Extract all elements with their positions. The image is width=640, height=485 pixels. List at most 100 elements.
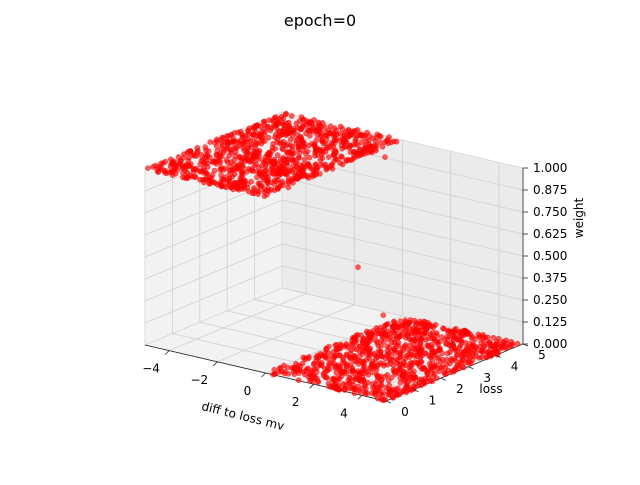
data-point (301, 156, 308, 163)
data-point (213, 143, 220, 150)
y-tick-mark (468, 366, 474, 370)
data-point (283, 111, 289, 117)
data-point (223, 184, 229, 191)
data-point (358, 139, 365, 145)
data-point (382, 154, 388, 160)
data-point (285, 370, 292, 377)
z-tick-label: 0.750 (533, 205, 567, 219)
data-point (339, 145, 345, 152)
data-point (226, 152, 232, 159)
data-point (429, 378, 436, 385)
data-point (403, 389, 410, 396)
y-tick-mark (385, 400, 392, 404)
data-point (339, 154, 345, 160)
data-point (312, 152, 318, 159)
z-tick-label: 0.500 (533, 249, 567, 263)
grid-line-z (144, 177, 524, 236)
data-point (249, 190, 256, 197)
data-point (378, 343, 384, 349)
data-point (354, 142, 361, 149)
data-point (392, 371, 399, 377)
data-point (218, 183, 225, 190)
data-point (295, 377, 302, 384)
y-tick-label: 5 (538, 348, 546, 362)
data-point (265, 134, 272, 141)
y-axis-label: loss (479, 382, 502, 396)
data-point (207, 139, 213, 145)
x-tick-mark (164, 350, 170, 355)
x-tick-label: 2 (292, 395, 300, 409)
data-point (380, 339, 387, 345)
grid-line-z (144, 287, 524, 346)
data-point (145, 165, 151, 171)
data-point (377, 139, 384, 146)
data-point (397, 379, 404, 386)
data-point (315, 379, 322, 385)
data-point (514, 340, 521, 347)
z-tick-label: 0.250 (533, 293, 567, 307)
x-tick-label: −4 (142, 362, 160, 376)
data-point (436, 368, 443, 375)
data-point (255, 191, 261, 197)
data-point (225, 133, 232, 139)
data-point (191, 153, 198, 159)
data-point (247, 159, 253, 165)
data-point (483, 354, 490, 361)
data-point (433, 375, 440, 381)
data-point (197, 176, 203, 183)
data-point (266, 117, 273, 124)
data-point (284, 364, 291, 371)
data-point (324, 355, 331, 362)
data-point (310, 378, 317, 385)
z-tick-label: 0.625 (533, 227, 567, 241)
data-point (343, 370, 350, 377)
y-tick-mark (495, 355, 501, 358)
data-point (270, 371, 276, 378)
data-point (296, 154, 302, 161)
data-point (341, 387, 348, 393)
data-point (213, 160, 219, 167)
data-point (264, 180, 271, 186)
data-point (274, 152, 281, 158)
z-tick-label: 0.375 (533, 271, 567, 285)
z-tick-label: 0.875 (533, 183, 567, 197)
y-tick-label: 0 (401, 405, 409, 419)
data-point (283, 132, 289, 138)
data-point (302, 150, 309, 157)
data-point (254, 174, 260, 181)
data-point (329, 165, 336, 172)
data-point (339, 126, 346, 132)
data-point (271, 181, 278, 188)
data-point (438, 359, 444, 365)
data-point (385, 336, 392, 343)
data-point (297, 126, 304, 133)
data-point (441, 371, 448, 377)
data-point (362, 390, 368, 397)
x-tick-mark (309, 383, 314, 389)
grid-line-z (144, 265, 524, 324)
x-tick-label: −2 (190, 373, 208, 387)
y-tick-label: 4 (511, 359, 519, 373)
data-points (145, 110, 521, 403)
data-point (305, 175, 312, 181)
data-point (336, 387, 342, 393)
data-point (291, 371, 298, 378)
data-point (343, 158, 350, 164)
x-tick-mark (213, 361, 218, 367)
data-point (220, 167, 227, 173)
data-point (351, 390, 358, 397)
grid-line-z (144, 221, 524, 280)
data-point (361, 134, 368, 141)
data-point (267, 127, 274, 134)
x-tick-mark (261, 372, 266, 378)
grid-lines (144, 111, 524, 402)
data-point (448, 369, 455, 375)
z-tick-label: 0.125 (533, 315, 567, 329)
data-point (163, 170, 169, 177)
data-point (339, 161, 346, 168)
data-point (379, 143, 386, 150)
data-point (333, 369, 340, 376)
y-tick-label: 1 (429, 394, 437, 408)
